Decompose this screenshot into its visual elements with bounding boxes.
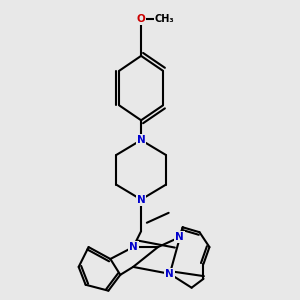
Text: N: N <box>175 232 184 242</box>
Text: O: O <box>137 14 146 24</box>
Text: CH₃: CH₃ <box>154 14 174 24</box>
Text: N: N <box>137 194 146 205</box>
Text: N: N <box>165 269 174 279</box>
Text: N: N <box>129 242 137 252</box>
Text: N: N <box>137 135 146 145</box>
